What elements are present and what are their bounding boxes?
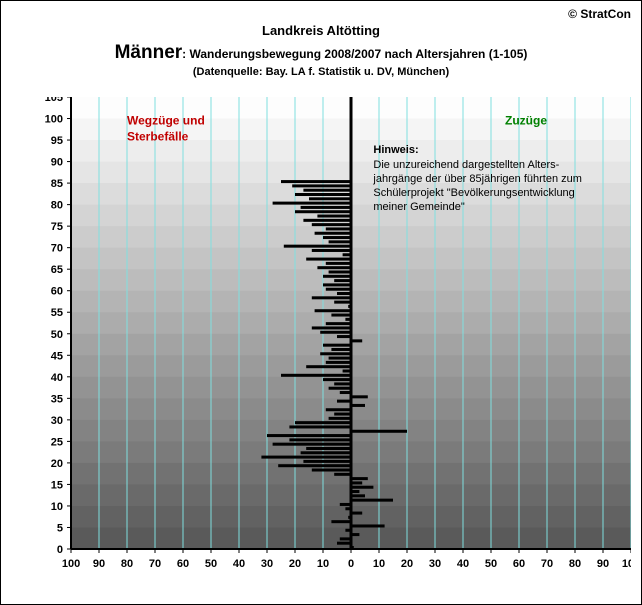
svg-text:80: 80 <box>121 558 133 570</box>
svg-text:55: 55 <box>51 307 63 319</box>
svg-text:10: 10 <box>317 558 329 570</box>
svg-text:5: 5 <box>57 522 63 534</box>
svg-text:10: 10 <box>373 558 385 570</box>
svg-text:70: 70 <box>149 558 161 570</box>
svg-text:95: 95 <box>51 135 63 147</box>
svg-text:Zuzüge: Zuzüge <box>505 114 547 128</box>
svg-text:105: 105 <box>45 97 63 104</box>
chart-area: 0 5 10 15 20 25 30 35 40 45 50 55 60 65 70 75 80 85 90 95 10… <box>41 97 623 575</box>
title-line: Männer: Wanderungsbewegung 2008/2007 nac… <box>1 42 641 64</box>
svg-text:50: 50 <box>205 558 217 570</box>
svg-text:35: 35 <box>51 393 63 405</box>
svg-text:100: 100 <box>62 558 80 570</box>
svg-text:80: 80 <box>569 558 581 570</box>
svg-text:40: 40 <box>51 372 63 384</box>
svg-text:20: 20 <box>401 558 413 570</box>
svg-text:meiner Gemeinde": meiner Gemeinde" <box>373 201 464 213</box>
svg-text:75: 75 <box>51 221 63 233</box>
title-big: Männer <box>115 42 183 63</box>
svg-text:85: 85 <box>51 178 63 190</box>
svg-text:Wegzüge und: Wegzüge und <box>127 114 205 128</box>
svg-text:70: 70 <box>541 558 553 570</box>
title-rest: : Wanderungsbewegung 2008/2007 nach Alte… <box>182 47 527 61</box>
svg-text:60: 60 <box>51 286 63 298</box>
svg-text:jahrgänge der über 85jährigen: jahrgänge der über 85jährigen führten zu… <box>372 173 582 185</box>
svg-text:90: 90 <box>597 558 609 570</box>
svg-text:40: 40 <box>457 558 469 570</box>
svg-text:50: 50 <box>485 558 497 570</box>
svg-text:60: 60 <box>513 558 525 570</box>
svg-text:60: 60 <box>177 558 189 570</box>
svg-text:25: 25 <box>51 436 63 448</box>
svg-text:30: 30 <box>51 415 63 427</box>
chart-header: Landkreis Altötting Männer: Wanderungsbe… <box>1 1 641 78</box>
svg-text:100: 100 <box>45 114 63 126</box>
chart-svg: 0 5 10 15 20 25 30 35 40 45 50 55 60 65 70 75 80 85 90 95 10… <box>41 97 631 575</box>
svg-text:20: 20 <box>289 558 301 570</box>
svg-text:20: 20 <box>51 458 63 470</box>
svg-text:Die unzureichend dargestellten: Die unzureichend dargestellten Alters- <box>373 159 559 171</box>
svg-text:45: 45 <box>51 350 63 362</box>
svg-text:0: 0 <box>57 544 63 556</box>
svg-text:100: 100 <box>622 558 631 570</box>
credit-text: © StratCon <box>568 7 631 21</box>
svg-text:90: 90 <box>93 558 105 570</box>
svg-text:40: 40 <box>233 558 245 570</box>
svg-text:15: 15 <box>51 479 63 491</box>
svg-text:30: 30 <box>429 558 441 570</box>
svg-text:Hinweis:: Hinweis: <box>373 144 418 156</box>
svg-text:Sterbefälle: Sterbefälle <box>127 130 189 144</box>
sup-title: Landkreis Altötting <box>1 23 641 38</box>
svg-text:65: 65 <box>51 264 63 276</box>
svg-text:10: 10 <box>51 501 63 513</box>
svg-text:0: 0 <box>348 558 354 570</box>
svg-text:80: 80 <box>51 200 63 212</box>
svg-text:Schülerprojekt "Bevölkerungsen: Schülerprojekt "Bevölkerungsentwicklung <box>373 187 574 199</box>
svg-text:50: 50 <box>51 329 63 341</box>
svg-text:90: 90 <box>51 157 63 169</box>
chart-frame: © StratCon Landkreis Altötting Männer: W… <box>0 0 642 605</box>
svg-text:30: 30 <box>261 558 273 570</box>
svg-text:70: 70 <box>51 243 63 255</box>
subtitle: (Datenquelle: Bay. LA f. Statistik u. DV… <box>1 66 641 78</box>
